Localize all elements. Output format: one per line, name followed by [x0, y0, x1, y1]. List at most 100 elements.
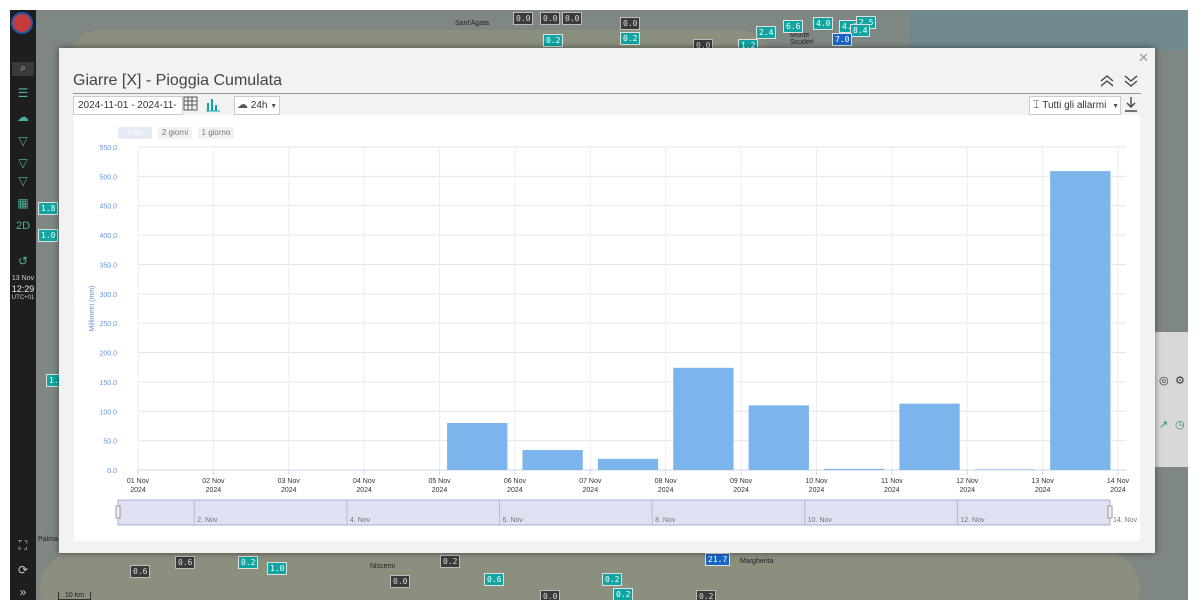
grid-icon[interactable]: ▦: [17, 196, 29, 210]
navigator-label: 2. Nov: [197, 517, 218, 524]
rain-badge[interactable]: 0.2: [602, 573, 623, 586]
x-tick-year: 2024: [1035, 487, 1051, 494]
rain-badge[interactable]: 0.2: [620, 32, 641, 45]
x-tick-label: 14 Nov: [1107, 478, 1130, 485]
x-tick-label: 05 Nov: [428, 478, 451, 485]
rain-badge[interactable]: 6.6: [783, 20, 804, 33]
rain-badge[interactable]: 1.0: [267, 562, 288, 575]
refresh-icon[interactable]: ⟳: [17, 563, 29, 577]
settings-icon[interactable]: ⚙: [1175, 375, 1185, 387]
navigator-range: [117, 499, 1111, 526]
location-icon[interactable]: ◎: [1159, 375, 1169, 387]
y-tick-label: 0.0: [107, 468, 117, 475]
rain-bar: [974, 469, 1036, 470]
caret-down-icon: ▼: [270, 103, 278, 110]
rain-badge[interactable]: 7.0: [832, 33, 853, 46]
trend-icon[interactable]: ↗: [1159, 419, 1169, 431]
x-tick-year: 2024: [206, 487, 222, 494]
y-tick-label: 150.0: [99, 380, 117, 387]
rain-badge[interactable]: 0.2: [543, 34, 564, 47]
x-tick-year: 2024: [583, 487, 599, 494]
rain-badge[interactable]: 1.8: [38, 202, 59, 215]
x-tick-year: 2024: [1110, 487, 1126, 494]
rain-badge[interactable]: 0.0: [562, 12, 583, 25]
rain-badge[interactable]: 0.0: [513, 12, 534, 25]
x-tick-label: 02 Nov: [202, 478, 225, 485]
rain-badge[interactable]: 0.6: [175, 556, 196, 569]
clock-icon[interactable]: ◷: [1175, 419, 1185, 431]
x-tick-year: 2024: [884, 487, 900, 494]
y-tick-label: 50.0: [103, 439, 117, 446]
x-tick-year: 2024: [281, 487, 297, 494]
y-tick-label: 400.0: [99, 233, 117, 240]
close-icon[interactable]: ✕: [1138, 50, 1149, 65]
app-logo: [11, 12, 33, 34]
navigator-handle-left: [115, 505, 121, 519]
navigator-label: 14. Nov: [1113, 517, 1138, 524]
range-1day-button[interactable]: 1 giorno: [198, 127, 234, 139]
bar-chart-icon[interactable]: [205, 96, 222, 113]
range-2days-button[interactable]: 2 giorni: [158, 127, 192, 139]
rain-badge[interactable]: 0.6: [484, 573, 505, 586]
rain-bar: [522, 450, 583, 470]
current-date: 13 Nov: [11, 275, 35, 282]
table-icon[interactable]: [183, 96, 200, 113]
rain-badge[interactable]: 0.2: [440, 555, 461, 568]
timezone-label: UTC+01: [11, 295, 35, 301]
mode-2d-toggle[interactable]: 2D: [15, 220, 31, 232]
sliders-icon[interactable]: ☰: [17, 86, 29, 100]
x-tick-year: 2024: [130, 487, 146, 494]
collapse-sidebar-icon[interactable]: »: [19, 585, 27, 599]
filter-alt2-icon[interactable]: ▽: [18, 174, 28, 188]
rain-badge[interactable]: 0.0: [620, 17, 641, 30]
y-tick-label: 300.0: [99, 292, 117, 299]
search-icon[interactable]: ⌕: [12, 62, 34, 76]
rain-badge[interactable]: 0.0: [540, 590, 561, 600]
caret-down-icon: ▼: [1112, 103, 1120, 110]
x-tick-label: 06 Nov: [504, 478, 527, 485]
text-cursor-icon: ⌶: [1033, 99, 1040, 111]
rain-badge[interactable]: 1.0: [38, 229, 59, 242]
date-range-picker[interactable]: 2024-11-01 - 2024-11-13: [73, 96, 183, 128]
navigator-label: 12. Nov: [960, 517, 985, 524]
filter-alt-icon[interactable]: ▽: [18, 156, 28, 170]
aggregation-value: 24h: [250, 100, 268, 111]
rain-badge[interactable]: 0.0: [390, 575, 411, 588]
rain-badge[interactable]: 2.4: [756, 26, 777, 39]
dialog-title: Giarre [X] - Pioggia Cumulata: [73, 72, 282, 89]
y-tick-label: 200.0: [99, 351, 117, 358]
chart-panel: Tutto 2 giorni 1 giorno 0.0 50.0 100.0 150.…: [74, 115, 1140, 541]
rain-badge[interactable]: 0.0: [540, 12, 561, 25]
x-tick-year: 2024: [809, 487, 825, 494]
aggregation-select[interactable]: ☁ 24h ▼: [234, 96, 280, 115]
rain-badge[interactable]: 0.6: [130, 565, 151, 578]
y-axis-title: Millimetri (mm): [89, 286, 96, 332]
place-label: Margherita: [740, 558, 774, 565]
left-toolbar: ⌕ ☰ ☁ ▽ ▽ ▽ ▦ 2D ↺ 13 Nov 12:29 UTC+01 ⛶…: [10, 10, 36, 600]
rain-bar: [1050, 171, 1111, 470]
history-icon[interactable]: ↺: [17, 254, 29, 268]
place-label: Monte Scuderi: [790, 32, 814, 46]
rain-badge[interactable]: 8.4: [850, 24, 871, 37]
fullscreen-icon[interactable]: ⛶: [18, 538, 28, 552]
rain-bar: [899, 403, 960, 470]
x-tick-label: 08 Nov: [655, 478, 678, 485]
double-chevron-down-icon[interactable]: [1123, 74, 1139, 91]
x-tick-label: 04 Nov: [353, 478, 376, 485]
x-tick-label: 12 Nov: [956, 478, 979, 485]
x-tick-year: 2024: [959, 487, 975, 494]
alarms-select[interactable]: ⌶ Tutti gli allarmi ▼: [1029, 96, 1121, 115]
rain-badge[interactable]: 21.7: [705, 553, 731, 566]
rain-badge[interactable]: 0.2: [696, 590, 717, 600]
rain-bar-chart: 0.0 50.0 100.0 150.0 200.0 250.0 300.0 350.0 400…: [89, 145, 1138, 526]
rain-badge[interactable]: 0.2: [613, 588, 634, 600]
rain-badge[interactable]: 4.0: [813, 17, 834, 30]
rain-badge[interactable]: 0.2: [238, 556, 259, 569]
range-all-button[interactable]: Tutto: [118, 127, 152, 139]
download-icon[interactable]: [1124, 96, 1140, 113]
filter-icon[interactable]: ▽: [18, 134, 28, 148]
cloud-layer-icon[interactable]: ☁: [17, 110, 29, 124]
x-tick-label: 13 Nov: [1032, 478, 1055, 485]
navigator-label: 10. Nov: [808, 517, 833, 524]
double-chevron-up-icon[interactable]: [1099, 74, 1115, 91]
